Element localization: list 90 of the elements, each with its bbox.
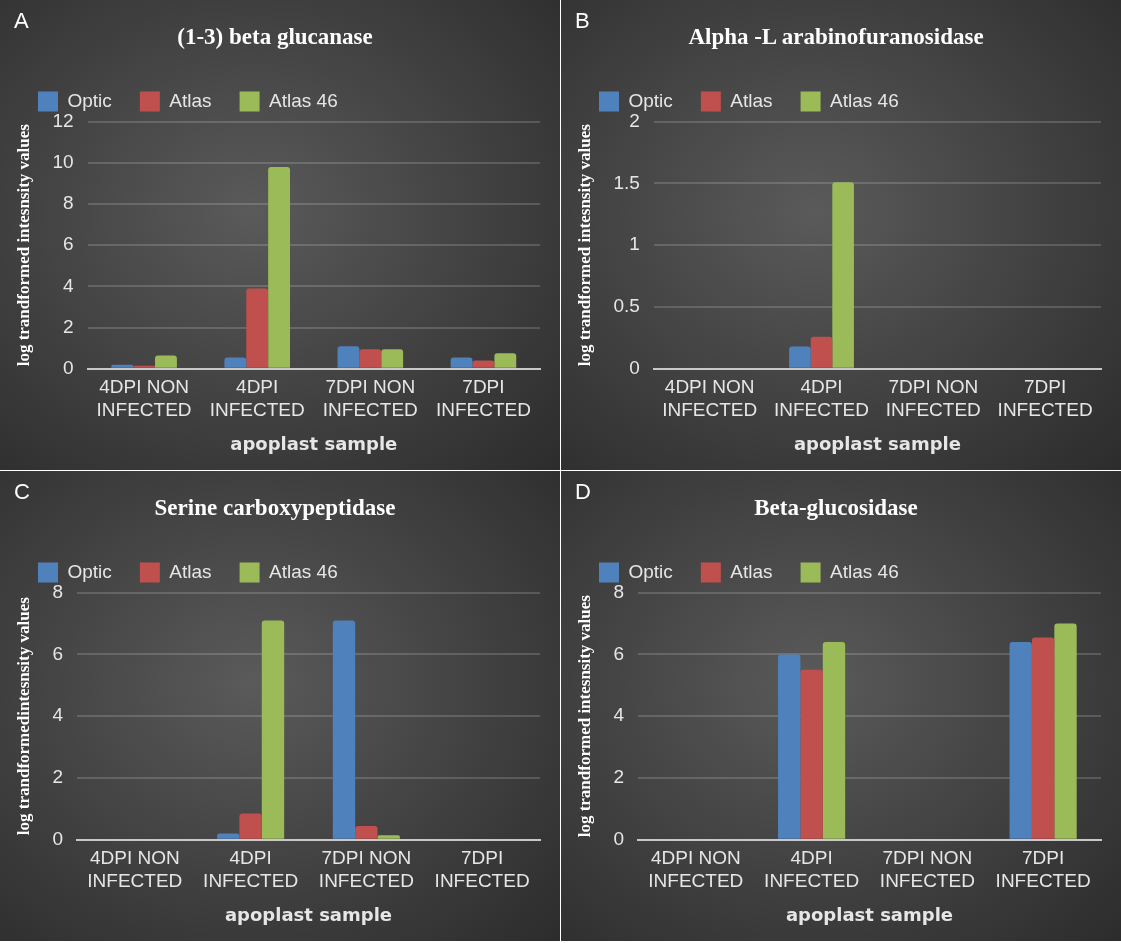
bar <box>1031 637 1055 839</box>
bar <box>332 620 356 839</box>
y-tick-label: 0 <box>629 357 640 379</box>
bar <box>337 346 360 368</box>
chart-title: (1-3) beta glucanase <box>177 23 373 49</box>
bar <box>1054 623 1077 839</box>
bar <box>239 813 262 839</box>
y-tick-label: 6 <box>52 642 63 664</box>
chart-title: Beta-glucosidase <box>754 494 918 520</box>
bar <box>822 642 846 839</box>
x-tick-label: 4DPI INFECTED <box>209 376 305 421</box>
x-tick-label: 4DPI NON INFECTED <box>662 376 758 421</box>
bar <box>1009 642 1032 839</box>
y-tick-label: 4 <box>52 704 64 726</box>
chart-title: Alpha -L arabinofuranosidase <box>688 23 984 49</box>
y-tick-label: 4 <box>62 274 74 296</box>
legend-label: Atlas 46 <box>830 89 899 111</box>
bar <box>224 357 247 368</box>
x-tick-label: 7DPI INFECTED <box>434 847 530 892</box>
text: C <box>14 479 30 505</box>
bar <box>800 669 823 839</box>
y-tick-label: 0 <box>613 828 624 850</box>
y-tick-label: 6 <box>613 642 624 664</box>
bar <box>246 288 269 368</box>
y-tick-label: 6 <box>62 233 74 255</box>
y-tick-label: 0 <box>52 828 63 850</box>
bar <box>381 349 404 368</box>
bar <box>111 364 134 368</box>
legend-label: Optic <box>628 89 673 111</box>
x-tick-label: 4DPI NON INFECTED <box>87 847 183 892</box>
x-tick-label: 4DPI INFECTED <box>774 376 870 421</box>
x-axis-title: apoplast sample <box>793 432 961 454</box>
bar <box>217 833 240 839</box>
x-tick-label: 7DPI NON INFECTED <box>322 376 418 421</box>
legend-label: Atlas <box>169 89 212 111</box>
chart-title: Serine carboxypeptidase <box>154 494 396 520</box>
bar <box>494 353 517 368</box>
bar <box>133 365 156 368</box>
x-tick-label: 7DPI INFECTED <box>435 376 531 421</box>
bar <box>155 355 177 368</box>
bar <box>359 349 382 368</box>
legend-label: Atlas <box>730 89 773 111</box>
bar <box>261 620 285 839</box>
y-tick-label: 2 <box>629 109 640 131</box>
y-tick-label: 0 <box>62 357 74 379</box>
bar <box>450 357 473 368</box>
text: B <box>575 8 590 34</box>
x-tick-label: 7DPI INFECTED <box>997 376 1093 421</box>
y-axis-title: log trandformed intesnsity values <box>574 123 594 367</box>
legend-label: Optic <box>67 560 112 582</box>
x-axis-title: apoplast sample <box>785 903 954 925</box>
y-tick-label: 1.5 <box>613 171 640 193</box>
legend-label: Atlas 46 <box>269 89 338 111</box>
y-tick-label: 8 <box>613 580 624 602</box>
y-tick-label: 1 <box>629 233 640 255</box>
bar <box>472 360 495 368</box>
x-tick-label: 4DPI NON INFECTED <box>96 376 192 421</box>
y-tick-label: 12 <box>52 109 74 131</box>
x-axis-title: apoplast sample <box>230 432 398 454</box>
y-tick-label: 10 <box>52 151 74 173</box>
y-tick-label: 8 <box>62 192 74 214</box>
y-tick-label: 0.5 <box>613 295 640 317</box>
bar <box>268 166 291 368</box>
x-tick-label: 4DPI INFECTED <box>764 847 860 892</box>
x-tick-label: 7DPI INFECTED <box>995 847 1091 892</box>
y-axis-title: log trandformedintesnsity values <box>13 596 33 836</box>
legend-label: Optic <box>628 560 673 582</box>
bar <box>778 654 801 839</box>
x-tick-label: 7DPI NON INFECTED <box>879 847 975 892</box>
x-tick-label: 4DPI INFECTED <box>203 847 299 892</box>
y-axis-title: log trandformed intesnsity values <box>13 123 33 367</box>
bar <box>377 835 400 839</box>
text: D <box>575 479 591 505</box>
y-tick-label: 2 <box>62 315 74 337</box>
y-tick-label: 2 <box>613 766 624 788</box>
legend-label: Optic <box>67 89 112 111</box>
y-tick-label: 4 <box>613 704 625 726</box>
y-axis-title: log trandformed intesnsity values <box>574 594 594 838</box>
bar <box>355 825 378 839</box>
y-tick-label: 2 <box>52 766 63 788</box>
y-tick-label: 8 <box>52 580 63 602</box>
x-tick-label: 4DPI NON INFECTED <box>648 847 744 892</box>
legend-label: Atlas <box>730 560 773 582</box>
legend-label: Atlas 46 <box>269 560 338 582</box>
legend-label: Atlas 46 <box>830 560 899 582</box>
x-tick-label: 7DPI NON INFECTED <box>885 376 981 421</box>
legend-label: Atlas <box>169 560 212 582</box>
text: A <box>14 8 29 34</box>
x-tick-label: 7DPI NON INFECTED <box>318 847 414 892</box>
x-axis-title: apoplast sample <box>224 903 393 925</box>
